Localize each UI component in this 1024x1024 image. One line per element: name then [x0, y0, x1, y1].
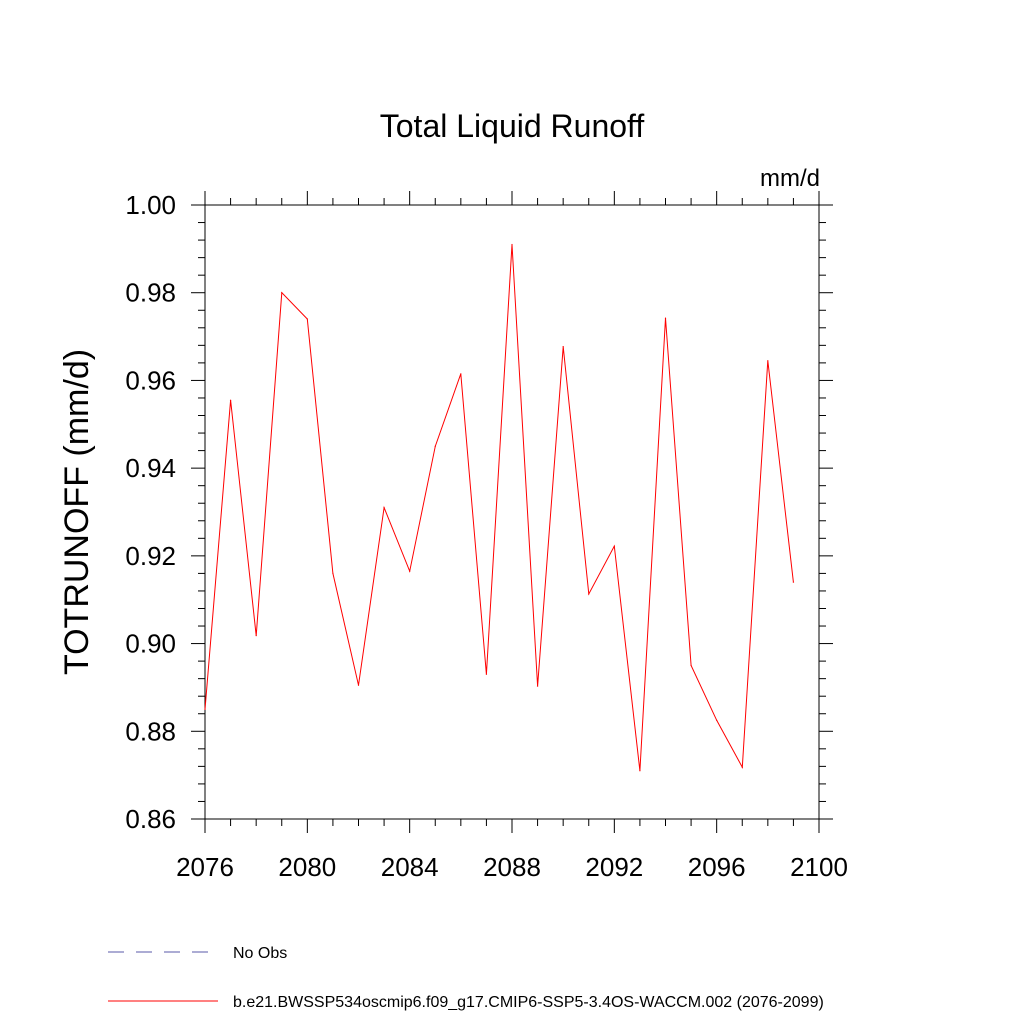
data-point: [690, 664, 692, 667]
data-point: [792, 581, 795, 583]
x-tick-label: 2096: [688, 852, 746, 882]
y-tick-label: 1.00: [125, 190, 176, 220]
x-tick-label: 2076: [176, 852, 234, 882]
y-tick-label: 0.86: [125, 804, 176, 834]
data-point: [588, 593, 590, 595]
data-point: [434, 445, 436, 447]
data-point: [281, 292, 283, 294]
axes: 2076 2080 2084 2088 2092 2096 2100 0.86 0.88 0.90…: [125, 190, 848, 882]
legend-label: b.e21.BWSSP534oscmip6.f09_g17.CMIP6-SSP5…: [233, 994, 824, 1011]
data-point: [409, 570, 411, 572]
data-point: [357, 684, 360, 686]
data-point: [229, 399, 232, 401]
data-point: [460, 373, 462, 375]
plot-frame: [204, 204, 820, 820]
data-point: [383, 507, 385, 509]
data-point: [332, 572, 334, 575]
data-point: [664, 317, 667, 319]
data-point: [511, 243, 513, 246]
data-point: [306, 318, 308, 320]
data-point: [767, 360, 769, 362]
y-tick-label: 0.96: [125, 365, 176, 395]
data-point: [536, 685, 539, 687]
x-tick-label: 2100: [790, 852, 848, 882]
data-point: [716, 719, 718, 721]
y-tick-label: 0.94: [125, 453, 176, 483]
y-axis-label: TOTRUNOFF (mm/d): [58, 349, 96, 675]
units-label: mm/d: [760, 165, 820, 192]
series-layer: [204, 243, 795, 772]
data-point: [613, 545, 615, 547]
series-line: [204, 244, 794, 771]
y-tick-label: 0.98: [125, 278, 176, 308]
x-tick-label: 2080: [278, 852, 336, 882]
y-tick-label: 0.88: [125, 716, 176, 746]
legend: No Obs b.e21.BWSSP534oscmip6.f09_g17.CMIP…: [108, 945, 824, 1011]
data-point: [741, 766, 743, 768]
data-point: [485, 673, 488, 675]
x-tick-label: 2084: [381, 852, 439, 882]
data-point: [639, 770, 641, 772]
chart-title: Total Liquid Runoff: [380, 108, 645, 144]
y-tick-label: 0.90: [125, 629, 176, 659]
legend-label: No Obs: [233, 945, 287, 962]
data-point: [255, 635, 257, 637]
y-tick-label: 0.92: [125, 541, 176, 571]
data-point: [562, 346, 564, 348]
x-tick-label: 2092: [585, 852, 643, 882]
x-tick-label: 2088: [483, 852, 541, 882]
data-point: [204, 708, 206, 710]
